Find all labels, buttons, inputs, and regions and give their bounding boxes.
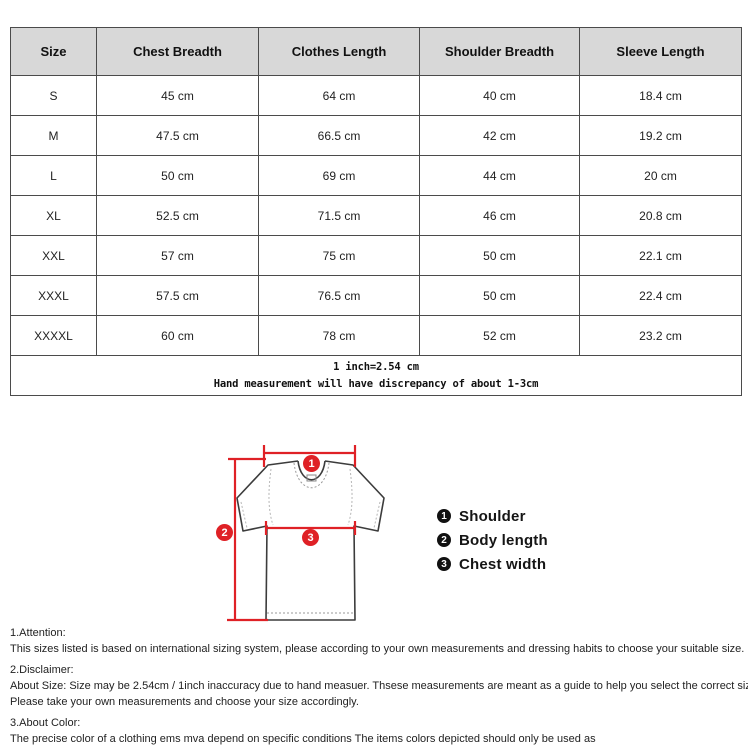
length-cell: 78 cm xyxy=(258,315,420,356)
length-cell: 66.5 cm xyxy=(258,115,420,156)
header-chest-breadth: Chest Breadth xyxy=(96,27,259,76)
legend-label: Body length xyxy=(459,531,548,549)
marker-shoulder: 1 xyxy=(303,455,320,472)
attention-title: 1.Attention: xyxy=(10,627,66,639)
header-shoulder-breadth: Shoulder Breadth xyxy=(419,27,580,76)
shoulder-cell: 50 cm xyxy=(419,235,580,276)
disclaimer-title: 2.Disclaimer: xyxy=(10,664,74,676)
legend-label: Chest width xyxy=(459,555,547,573)
size-cell: L xyxy=(10,155,97,196)
diagram-legend: 1 Shoulder 2 Body length 3 Chest width xyxy=(437,504,548,576)
chest-cell: 52.5 cm xyxy=(96,195,259,236)
size-cell: XXXL xyxy=(10,275,97,316)
header-size: Size xyxy=(10,27,97,76)
attention-section: 1.Attention: This sizes listed is based … xyxy=(10,625,748,657)
measurement-note-cell: 1 inch=2.54 cm Hand measurement will hav… xyxy=(10,355,742,396)
legend-item-chest-width: 3 Chest width xyxy=(437,552,548,576)
size-cell: XL xyxy=(10,195,97,236)
shoulder-measure-line xyxy=(262,445,357,467)
legend-item-shoulder: 1 Shoulder xyxy=(437,504,548,528)
sleeve-cell: 19.2 cm xyxy=(579,115,742,156)
sleeve-cell: 23.2 cm xyxy=(579,315,742,356)
legend-label: Shoulder xyxy=(459,507,526,525)
sleeve-cell: 22.1 cm xyxy=(579,235,742,276)
about-color-section: 3.About Color: The precise color of a cl… xyxy=(10,715,748,750)
chest-measure-line xyxy=(264,521,357,535)
length-cell: 71.5 cm xyxy=(258,195,420,236)
length-cell: 76.5 cm xyxy=(258,275,420,316)
table-row-m: M 47.5 cm 66.5 cm 42 cm 19.2 cm xyxy=(10,115,742,156)
sleeve-cell: 20 cm xyxy=(579,155,742,196)
disclaimer-text-line1: About Size: Size may be 2.54cm / 1inch i… xyxy=(10,680,748,692)
about-color-text-line1: The precise color of a clothing ems mva … xyxy=(10,733,596,745)
size-cell: XXXXL xyxy=(10,315,97,356)
size-cell: XXL xyxy=(10,235,97,276)
about-color-title: 3.About Color: xyxy=(10,717,81,729)
sleeve-cell: 22.4 cm xyxy=(579,275,742,316)
marker-chest-width: 3 xyxy=(302,529,319,546)
chest-cell: 50 cm xyxy=(96,155,259,196)
table-note-row: 1 inch=2.54 cm Hand measurement will hav… xyxy=(10,355,742,396)
table-row-xxxl: XXXL 57.5 cm 76.5 cm 50 cm 22.4 cm xyxy=(10,275,742,316)
table-row-xxl: XXL 57 cm 75 cm 50 cm 22.1 cm xyxy=(10,235,742,276)
size-chart-table: Size Chest Breadth Clothes Length Should… xyxy=(10,27,742,396)
length-cell: 69 cm xyxy=(258,155,420,196)
legend-number-3: 3 xyxy=(437,557,451,571)
size-chart-section: Size Chest Breadth Clothes Length Should… xyxy=(10,27,742,396)
header-clothes-length: Clothes Length xyxy=(258,27,420,76)
disclaimer-text-line2: Please take your own measurements and ch… xyxy=(10,696,359,708)
table-row-xl: XL 52.5 cm 71.5 cm 46 cm 20.8 cm xyxy=(10,195,742,236)
sleeve-cell: 18.4 cm xyxy=(579,75,742,116)
size-cell: S xyxy=(10,75,97,116)
shoulder-cell: 46 cm xyxy=(419,195,580,236)
table-row-l: L 50 cm 69 cm 44 cm 20 cm xyxy=(10,155,742,196)
disclaimer-section: 2.Disclaimer: About Size: Size may be 2.… xyxy=(10,662,748,710)
length-cell: 75 cm xyxy=(258,235,420,276)
shoulder-cell: 42 cm xyxy=(419,115,580,156)
chest-cell: 57.5 cm xyxy=(96,275,259,316)
header-row: Size Chest Breadth Clothes Length Should… xyxy=(10,27,742,76)
shoulder-cell: 40 cm xyxy=(419,75,580,116)
marker-body-length: 2 xyxy=(216,524,233,541)
chest-cell: 47.5 cm xyxy=(96,115,259,156)
size-cell: M xyxy=(10,115,97,156)
chest-cell: 45 cm xyxy=(96,75,259,116)
hand-measurement-note: Hand measurement will have discrepancy o… xyxy=(213,377,539,390)
sleeve-cell: 20.8 cm xyxy=(579,195,742,236)
shoulder-cell: 52 cm xyxy=(419,315,580,356)
chest-cell: 57 cm xyxy=(96,235,259,276)
legend-item-body-length: 2 Body length xyxy=(437,528,548,552)
header-sleeve-length: Sleeve Length xyxy=(579,27,742,76)
length-cell: 64 cm xyxy=(258,75,420,116)
shoulder-cell: 50 cm xyxy=(419,275,580,316)
inch-conversion-note: 1 inch=2.54 cm xyxy=(333,360,419,373)
chest-cell: 60 cm xyxy=(96,315,259,356)
body-length-measure-line xyxy=(227,457,268,622)
notes-section: 1.Attention: This sizes listed is based … xyxy=(10,625,748,750)
table-row-xxxxl: XXXXL 60 cm 78 cm 52 cm 23.2 cm xyxy=(10,315,742,356)
attention-text: This sizes listed is based on internatio… xyxy=(10,643,745,655)
legend-number-2: 2 xyxy=(437,533,451,547)
shoulder-cell: 44 cm xyxy=(419,155,580,196)
legend-number-1: 1 xyxy=(437,509,451,523)
table-row-s: S 45 cm 64 cm 40 cm 18.4 cm xyxy=(10,75,742,116)
